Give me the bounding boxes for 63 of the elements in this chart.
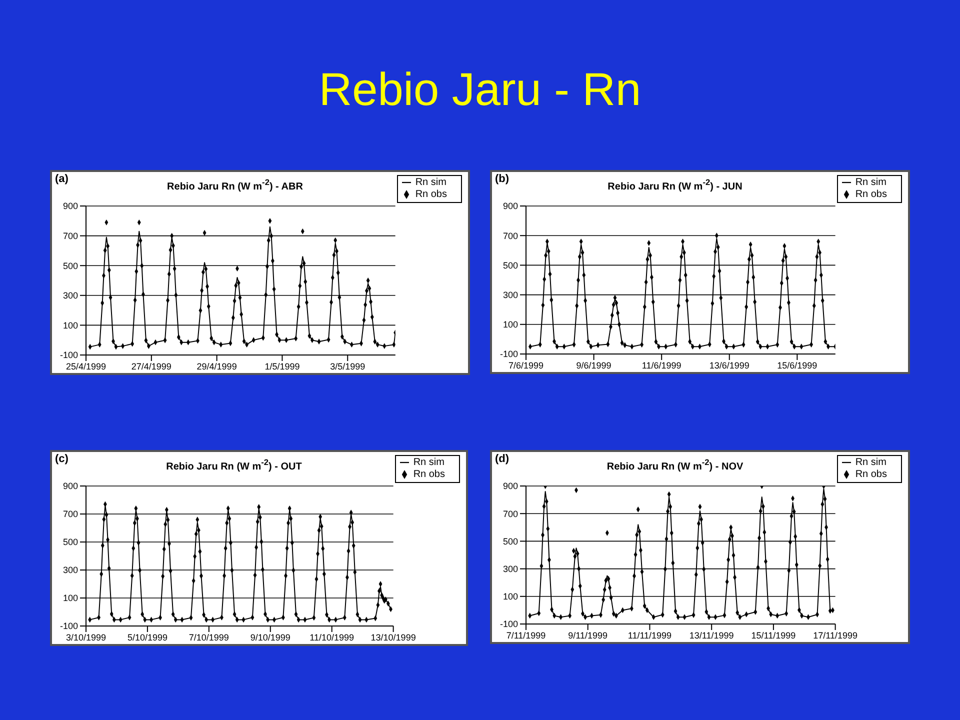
chart-title: Rebio Jaru Rn (W m$^{-2}$) - OUT — [165, 457, 303, 472]
text: Rebio Jaru - Rn — [318, 62, 642, 116]
x-tick-label: 3/5/1999 — [330, 361, 366, 372]
y-tick-label: 100 — [62, 320, 78, 330]
y-tick-label: 700 — [502, 230, 518, 241]
legend-label: Rn obs — [413, 469, 445, 480]
x-tick-label: 7/6/1999 — [508, 360, 544, 370]
x-tick-label: 27/4/1999 — [131, 361, 172, 372]
y-tick-label: 900 — [502, 201, 518, 212]
text: (d) — [495, 453, 510, 465]
y-tick-label: 100 — [62, 593, 78, 604]
legend-label: Rn sim — [413, 457, 444, 468]
y-tick-label: 300 — [62, 565, 78, 576]
x-tick-label: 3/10/1999 — [66, 632, 106, 642]
x-tick-label: 11/11/1999 — [628, 630, 672, 640]
text: (a) — [55, 173, 68, 185]
x-tick-label: 5/10/1999 — [127, 632, 168, 642]
y-tick-label: -100 — [60, 350, 78, 360]
legend-label: Rn sim — [855, 457, 886, 468]
x-tick-label: 15/11/1999 — [751, 630, 796, 640]
chart-title: Rebio Jaru Rn (W m$^{-2}$) - ABR — [166, 177, 304, 192]
y-tick-label: 900 — [502, 481, 518, 492]
legend-label: Rn sim — [415, 177, 446, 188]
x-tick-label: 11/6/1999 — [642, 360, 682, 370]
chart-title: Rebio Jaru Rn (W m$^{-2}$) - NOV — [606, 457, 744, 472]
chart-title: Rebio Jaru Rn (W m$^{-2}$) - JUN — [606, 177, 744, 192]
y-tick-label: 500 — [62, 537, 78, 548]
y-tick-label: 100 — [502, 592, 518, 602]
y-tick-label: 300 — [502, 290, 518, 300]
x-tick-label: 7/10/1999 — [188, 632, 229, 642]
legend-label: Rn obs — [855, 189, 887, 200]
y-tick-label: 300 — [502, 564, 518, 574]
x-tick-label: 15/6/1999 — [777, 360, 818, 370]
legend-label: Rn sim — [855, 177, 886, 188]
text: (b) — [495, 173, 510, 185]
y-tick-label: 300 — [62, 290, 78, 301]
x-tick-label: 7/11/1999 — [506, 630, 546, 640]
y-tick-label: 700 — [502, 508, 518, 519]
y-tick-label: 100 — [502, 320, 518, 330]
y-tick-label: 500 — [62, 260, 78, 271]
y-tick-label: 900 — [62, 201, 78, 212]
x-tick-label: 11/10/1999 — [310, 632, 354, 642]
x-tick-label: 9/11/1999 — [568, 630, 608, 640]
x-tick-label: 9/6/1999 — [576, 360, 612, 370]
y-tick-label: 700 — [62, 230, 78, 241]
x-tick-label: 25/4/1999 — [66, 361, 106, 372]
x-tick-label: 29/4/1999 — [196, 361, 237, 372]
x-tick-label: 13/10/1999 — [370, 632, 416, 642]
y-tick-label: -100 — [500, 619, 518, 630]
legend-label: Rn obs — [415, 189, 447, 200]
y-tick-label: 700 — [62, 509, 78, 520]
x-tick-label: 1/5/1999 — [264, 361, 300, 372]
text: (c) — [55, 453, 68, 465]
y-tick-label: 500 — [502, 260, 518, 270]
legend-label: Rn obs — [855, 469, 887, 480]
x-tick-label: 13/6/1999 — [709, 360, 750, 370]
x-tick-label: 17/11/1999 — [813, 630, 858, 640]
y-tick-label: 900 — [62, 481, 78, 492]
y-tick-label: -100 — [500, 349, 518, 360]
y-tick-label: -100 — [60, 621, 78, 632]
x-tick-label: 9/10/1999 — [250, 632, 290, 642]
y-tick-label: 500 — [502, 536, 518, 546]
x-tick-label: 13/11/1999 — [689, 630, 734, 640]
